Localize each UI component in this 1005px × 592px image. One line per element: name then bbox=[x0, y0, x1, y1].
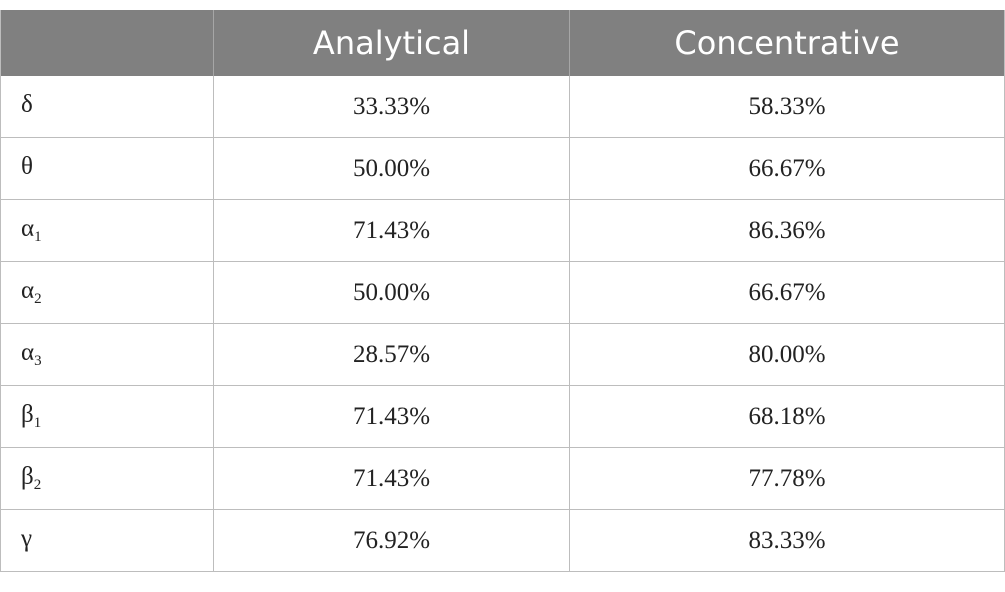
band-symbol: α bbox=[21, 339, 35, 366]
table-row: δ 33.33% 58.33% bbox=[1, 76, 1005, 138]
concentrative-cell: 66.67% bbox=[569, 261, 1005, 324]
band-symbol: β bbox=[21, 463, 34, 490]
analytical-cell: 76.92% bbox=[213, 509, 570, 572]
band-cell: δ bbox=[1, 76, 214, 138]
band-cell: β1 bbox=[0, 385, 214, 448]
band-subscript: 3 bbox=[34, 353, 42, 369]
table-row: α2 50.00% 66.67% bbox=[0, 261, 1005, 324]
band-symbol: α bbox=[21, 277, 35, 304]
header-cell-concentrative: Concentrative bbox=[569, 10, 1005, 76]
concentrative-cell: 80.00% bbox=[569, 323, 1005, 386]
header-row: Analytical Concentrative bbox=[0, 10, 1005, 76]
band-cell: θ bbox=[0, 137, 214, 200]
concentrative-cell: 66.67% bbox=[569, 137, 1005, 200]
analytical-cell: 50.00% bbox=[213, 261, 570, 324]
table-row: β2 71.43% 77.78% bbox=[0, 447, 1005, 510]
header-cell-analytical: Analytical bbox=[213, 10, 570, 76]
analytical-cell: 71.43% bbox=[213, 199, 570, 262]
table-row: β1 71.43% 68.18% bbox=[0, 385, 1005, 448]
analytical-cell: 71.43% bbox=[213, 385, 570, 448]
analytical-cell: 28.57% bbox=[213, 323, 570, 386]
band-subscript: 1 bbox=[33, 415, 42, 431]
table-body: δ 33.33% 58.33% θ 50.00% 66.67% α1 71.43… bbox=[0, 76, 1005, 572]
table-row: θ 50.00% 66.67% bbox=[0, 137, 1005, 200]
results-table: Analytical Concentrative δ 33.33% 58.33%… bbox=[0, 10, 1005, 572]
concentrative-cell: 83.33% bbox=[569, 509, 1005, 572]
band-cell: α2 bbox=[0, 261, 214, 324]
band-cell: α3 bbox=[0, 323, 214, 386]
band-cell: β2 bbox=[0, 447, 214, 510]
analytical-cell: 71.43% bbox=[213, 447, 570, 510]
band-subscript: 2 bbox=[34, 291, 42, 307]
analytical-cell: 50.00% bbox=[213, 137, 570, 200]
concentrative-cell: 77.78% bbox=[569, 447, 1005, 510]
band-subscript: 2 bbox=[33, 477, 42, 493]
table-row: γ 76.92% 83.33% bbox=[0, 509, 1005, 572]
band-symbol: β bbox=[21, 401, 34, 428]
band-symbol: θ bbox=[21, 153, 33, 180]
band-cell: α1 bbox=[0, 199, 214, 262]
table-header: Analytical Concentrative bbox=[0, 10, 1005, 76]
analytical-cell: 33.33% bbox=[213, 76, 570, 138]
table-row: α3 28.57% 80.00% bbox=[0, 323, 1005, 386]
band-cell: γ bbox=[0, 509, 214, 572]
band-symbol: α bbox=[21, 215, 35, 242]
band-symbol: γ bbox=[21, 525, 33, 552]
band-symbol: δ bbox=[21, 91, 33, 118]
concentrative-cell: 86.36% bbox=[569, 199, 1005, 262]
header-cell-band bbox=[0, 10, 214, 76]
band-subscript: 1 bbox=[34, 229, 42, 245]
concentrative-cell: 58.33% bbox=[569, 76, 1005, 138]
table-row: α1 71.43% 86.36% bbox=[0, 199, 1005, 262]
concentrative-cell: 68.18% bbox=[569, 385, 1005, 448]
